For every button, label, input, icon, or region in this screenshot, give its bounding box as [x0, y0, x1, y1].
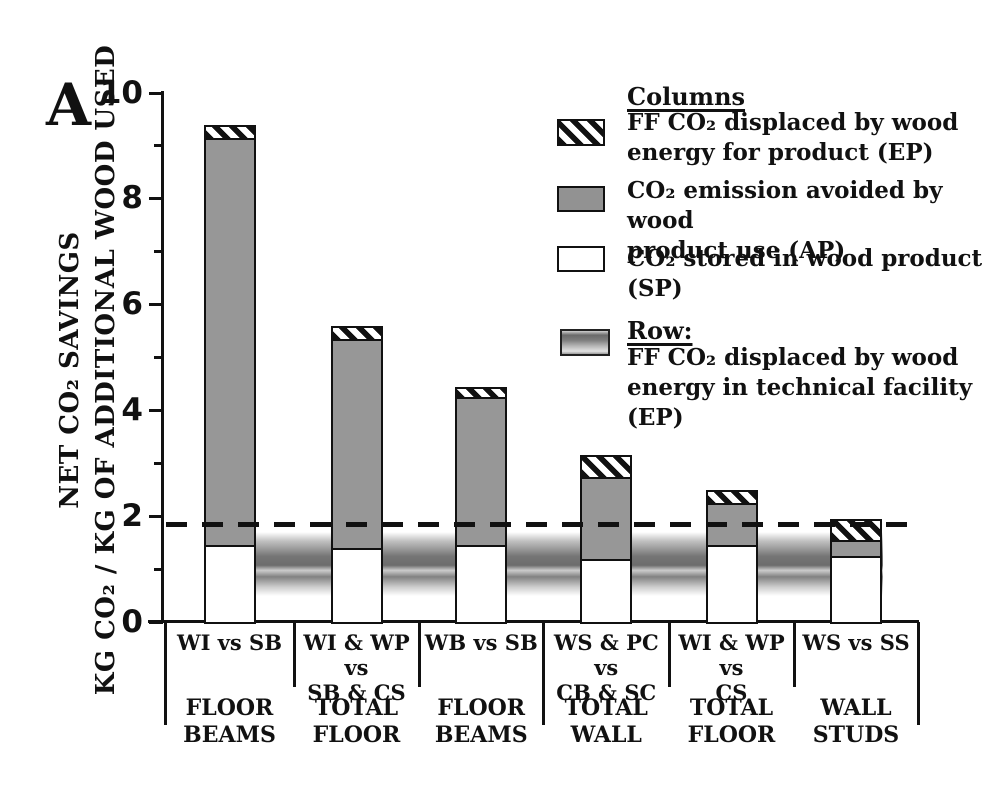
bar-segment-hatch-cat5: [705, 489, 758, 505]
bar-segment-white-cat5: [705, 545, 758, 624]
category-assembly-label: FLOOR BEAMS: [434, 695, 528, 748]
legend-swatch-hatch-icon: [557, 119, 605, 146]
category-divider: [542, 622, 545, 725]
bar-segment-hatch-cat2: [330, 325, 383, 341]
bar-segment-white-cat6: [830, 555, 882, 624]
y-tick-label: 2: [121, 497, 143, 534]
category-comparison-label: WS vs SS: [802, 630, 910, 655]
category-assembly-label: TOTAL WALL: [564, 695, 648, 748]
y-tick-major: [149, 91, 163, 95]
bar-segment-white-cat4: [580, 558, 633, 624]
bar-segment-white-cat2: [330, 547, 383, 624]
legend-item-ep-facility: FF CO₂ displaced by wood energy in techn…: [627, 344, 973, 431]
category-assembly-label: WALL STUDS: [812, 695, 900, 748]
bar-segment-gray-cat4: [580, 476, 633, 561]
legend-item-ep-product: FF CO₂ displaced by wood energy for prod…: [627, 109, 959, 166]
legend-columns-title: Columns: [627, 82, 746, 111]
reference-dashed-line: [166, 522, 908, 527]
category-divider: [916, 622, 920, 725]
y-tick-minor: [154, 250, 163, 254]
category-comparison-label: WB vs SB: [424, 630, 538, 655]
y-tick-label: 10: [99, 74, 143, 111]
y-tick-label: 6: [121, 286, 143, 323]
y-tick-minor: [154, 567, 163, 571]
y-tick-label: 4: [121, 391, 143, 428]
category-assembly-label: TOTAL FLOOR: [687, 695, 776, 748]
bar-segment-hatch-cat3: [455, 386, 508, 400]
y-tick-minor: [154, 461, 163, 465]
category-comparison-label: WI vs SB: [177, 630, 282, 655]
y-tick-minor: [154, 144, 163, 148]
y-tick-major: [149, 303, 163, 307]
category-assembly-label: TOTAL FLOOR: [312, 695, 401, 748]
category-comparison-label: WI & WP vs SB & CS: [303, 630, 410, 705]
technical-facility-band: [205, 532, 883, 596]
bar-segment-gray-cat2: [330, 338, 383, 550]
y-tick-major: [149, 197, 163, 201]
legend-swatch-gray-icon: [557, 186, 605, 212]
bar-segment-gray-cat6: [830, 540, 882, 558]
y-tick-label: 0: [121, 603, 143, 640]
y-tick-minor: [154, 356, 163, 359]
bar-segment-white-cat3: [455, 545, 508, 624]
category-divider: [292, 622, 296, 687]
legend-swatch-gradient-rod-icon: [560, 329, 610, 356]
x-axis-line: [148, 620, 919, 623]
category-divider: [417, 622, 421, 687]
category-divider: [792, 622, 796, 687]
legend-swatch-white-icon: [557, 246, 605, 272]
bar-segment-gray-cat1: [203, 137, 256, 548]
category-assembly-label: FLOOR BEAMS: [183, 695, 276, 748]
legend-row-title: Row:: [627, 316, 693, 345]
y-tick-major: [149, 408, 163, 412]
y-tick-major: [149, 620, 163, 624]
legend-item-sp: CO₂ stored in wood product (SP): [627, 245, 983, 302]
category-comparison-label: WS & PC vs CB & SC: [553, 630, 659, 705]
y-tick-label: 8: [121, 180, 143, 217]
category-divider: [163, 622, 167, 725]
legend-item-ap: CO₂ emission avoided by wood product use…: [627, 177, 943, 264]
y-tick-major: [149, 514, 163, 518]
category-divider: [667, 622, 671, 687]
category-comparison-label: WI & WP vs CS: [678, 630, 785, 705]
bar-segment-hatch-cat4: [580, 455, 633, 479]
bar-segment-hatch-cat1: [203, 124, 256, 140]
panel-letter: A: [46, 71, 92, 139]
bar-segment-white-cat1: [203, 545, 256, 624]
